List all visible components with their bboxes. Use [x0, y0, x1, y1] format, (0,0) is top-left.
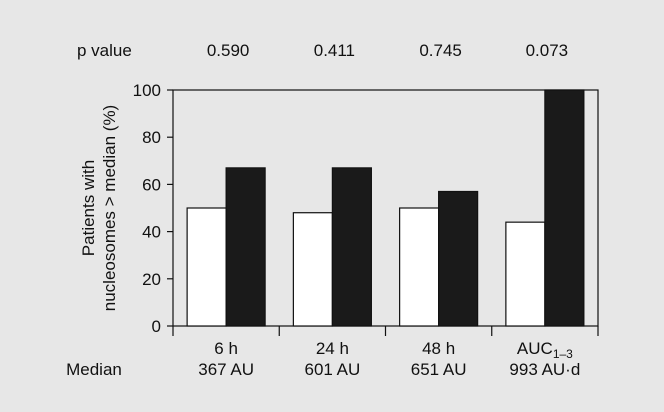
x-category-base: 6 h: [214, 339, 238, 358]
p-value-label: p value: [77, 41, 132, 60]
y-axis-label-line2: nucleosomes > median (%): [100, 105, 119, 311]
y-tick-label: 80: [142, 128, 161, 147]
x-category-subscript: 1–3: [553, 347, 573, 361]
y-tick-label: 100: [133, 81, 161, 100]
x-category-label: AUC1–3: [517, 339, 573, 361]
y-tick-label: 20: [142, 270, 161, 289]
p-value: 0.073: [526, 41, 569, 60]
bar-black: [544, 89, 585, 327]
p-value: 0.745: [419, 41, 462, 60]
bar-black: [331, 167, 372, 327]
median-value: 601 AU: [304, 360, 360, 379]
median-value: 651 AU: [411, 360, 467, 379]
x-category-base: 48 h: [422, 339, 455, 358]
median-value: 993 AU·d: [509, 360, 580, 379]
x-category-label: 48 h: [422, 339, 455, 358]
bar-black: [438, 190, 479, 327]
y-tick-label: 40: [142, 223, 161, 242]
bar-white: [186, 207, 227, 327]
x-category-base: 24 h: [316, 339, 349, 358]
median-row-label: Median: [66, 360, 122, 379]
y-axis-label-line1: Patients with: [79, 160, 98, 256]
bar-white: [505, 221, 546, 327]
median-value: 367 AU: [198, 360, 254, 379]
p-value: 0.411: [314, 41, 355, 60]
x-category-label: 24 h: [316, 339, 349, 358]
p-value: 0.590: [207, 41, 250, 60]
plot-area: 0 20 40 60 80 100 Patients with nucleosomes > m…: [66, 41, 599, 379]
x-category-base: AUC: [517, 339, 553, 358]
bar-white: [292, 212, 333, 327]
bar-white: [399, 207, 440, 327]
y-tick-label: 0: [152, 317, 161, 336]
y-tick-label: 60: [142, 175, 161, 194]
bar-black: [225, 167, 266, 327]
x-category-label: 6 h: [214, 339, 238, 358]
y-axis-label: Patients with nucleosomes > median (%): [79, 105, 119, 311]
